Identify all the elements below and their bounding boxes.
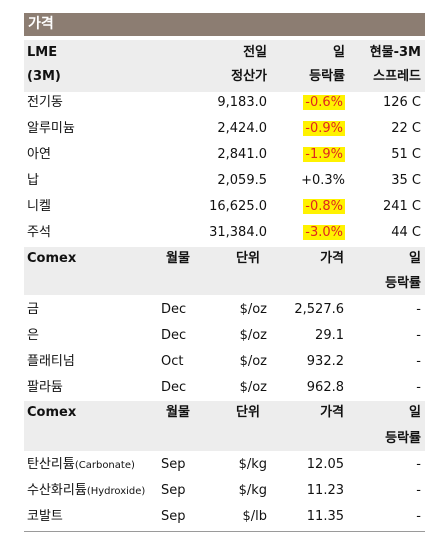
comex1-row-name-main: 팔라듐 (27, 380, 63, 395)
comex1-header-col4: 가격 (320, 251, 344, 266)
lme-header-col1-line2: (3M) (27, 69, 61, 84)
lme-header-col2-line2: 정산가 (231, 69, 267, 84)
lme-row-spread: 22 C (391, 121, 421, 136)
comex2-header-col2: 월물 (166, 405, 190, 420)
lme-row-name: 납 (27, 173, 39, 188)
lme-row-change-value: -1.9% (303, 147, 345, 162)
comex2-header-col3: 단위 (236, 405, 260, 420)
comex1-row-price: 2,527.6 (294, 302, 344, 317)
lme-row-change: -0.8% (303, 198, 345, 216)
lme-row-change: -0.9% (303, 120, 345, 138)
comex2-row-name-sub: (Hydroxide) (86, 486, 146, 497)
comex2-row-name-main: 탄산리튬 (27, 457, 75, 472)
comex2-header-col5-line1: 일 (409, 405, 421, 420)
comex1-header-col1: Comex (27, 251, 77, 266)
comex1-row-change: - (416, 354, 421, 369)
comex2-row-change: - (416, 457, 421, 472)
lme-row-change-value: -3.0% (303, 225, 345, 240)
comex1-row-name-main: 금 (27, 302, 39, 317)
lme-row-price: 2,424.0 (217, 121, 267, 136)
comex2-row-name-sub: (Carbonate) (74, 460, 135, 471)
table-bottom-border (24, 531, 425, 532)
lme-row-change: -0.6% (303, 94, 345, 112)
lme-row-price: 2,841.0 (217, 147, 267, 162)
lme-header-col3-line1: 일 (333, 45, 345, 60)
comex2-row-month: Sep (161, 457, 186, 472)
lme-row-price: 2,059.5 (217, 173, 267, 188)
lme-row-name: 전기동 (27, 95, 63, 110)
comex1-row-unit: $/oz (239, 302, 267, 317)
comex2-row-month: Sep (161, 483, 186, 498)
lme-row-price: 16,625.0 (209, 199, 267, 214)
comex2-row-price: 12.05 (306, 457, 344, 472)
comex2-row-month: Sep (161, 509, 186, 524)
comex1-header-col2: 월물 (166, 251, 190, 266)
comex1-row-name: 은 (27, 327, 39, 345)
lme-row-price: 31,384.0 (209, 225, 267, 240)
comex2-row-name: 코발트 (27, 508, 63, 526)
comex2-row-change: - (416, 509, 421, 524)
comex2-header-col5-line2: 등락률 (385, 431, 421, 446)
comex1-row-name-main: 은 (27, 328, 39, 343)
comex1-header-col5-line2: 등락률 (385, 276, 421, 291)
comex1-row-name: 플래티넘 (27, 353, 75, 371)
lme-row-name: 주석 (27, 225, 51, 240)
lme-header-col4-line1: 현물-3M (369, 45, 421, 60)
comex2-header-band (24, 401, 425, 451)
comex1-row-name: 금 (27, 301, 39, 319)
comex1-row-price: 962.8 (306, 380, 344, 395)
lme-row-name: 니켈 (27, 199, 51, 214)
comex1-row-month: Dec (161, 302, 187, 317)
comex1-row-unit: $/oz (239, 328, 267, 343)
comex2-row-unit: $/kg (238, 457, 267, 472)
lme-row-spread: 35 C (391, 173, 421, 188)
lme-row-spread: 241 C (382, 199, 421, 214)
lme-row-spread: 126 C (382, 95, 421, 110)
lme-row-name: 알루미늄 (27, 121, 75, 136)
lme-row-change-value: -0.9% (303, 121, 345, 136)
lme-header-col2-line1: 전일 (243, 45, 267, 60)
comex2-row-name: 수산화리튬(Hydroxide) (27, 482, 145, 501)
lme-header-band (24, 40, 425, 92)
comex1-header-col3: 단위 (236, 251, 260, 266)
lme-row-change-value: +0.3% (301, 173, 345, 188)
comex2-header-col1: Comex (27, 405, 77, 420)
lme-row-spread: 44 C (391, 225, 421, 240)
lme-row-change: -1.9% (303, 146, 345, 164)
comex2-row-price: 11.23 (306, 483, 344, 498)
lme-row-spread: 51 C (391, 147, 421, 162)
comex1-row-month: Dec (161, 380, 187, 395)
comex2-row-change: - (416, 483, 421, 498)
lme-row-change-value: -0.8% (303, 199, 345, 214)
comex2-header-col4: 가격 (320, 405, 344, 420)
lme-header-col1-line1: LME (27, 45, 58, 60)
comex1-row-month: Oct (161, 354, 184, 369)
lme-row-name: 아연 (27, 147, 51, 162)
comex1-row-price: 932.2 (306, 354, 344, 369)
lme-row-price: 9,183.0 (217, 95, 267, 110)
comex1-row-unit: $/oz (239, 354, 267, 369)
section-title: 가격 (24, 13, 425, 36)
comex2-row-unit: $/lb (242, 509, 267, 524)
lme-row-change: -3.0% (303, 224, 345, 242)
comex1-row-change: - (416, 328, 421, 343)
comex1-row-name-main: 플래티넘 (27, 354, 75, 369)
comex1-header-col5-line1: 일 (409, 251, 421, 266)
comex1-header-band (24, 247, 425, 295)
lme-row-change: +0.3% (301, 172, 345, 190)
comex2-row-name-main: 코발트 (27, 509, 63, 524)
comex1-row-price: 29.1 (315, 328, 344, 343)
comex1-row-change: - (416, 302, 421, 317)
lme-header-col4-line2: 스프레드 (373, 69, 421, 84)
comex1-row-unit: $/oz (239, 380, 267, 395)
comex1-row-change: - (416, 380, 421, 395)
comex2-row-name: 탄산리튬(Carbonate) (27, 456, 135, 475)
lme-header-col3-line2: 등락률 (309, 69, 345, 84)
comex1-row-name: 팔라듐 (27, 379, 63, 397)
comex2-row-unit: $/kg (238, 483, 267, 498)
comex2-row-name-main: 수산화리튬 (27, 483, 87, 498)
lme-row-change-value: -0.6% (303, 95, 345, 110)
comex2-row-price: 11.35 (306, 509, 344, 524)
comex1-row-month: Dec (161, 328, 187, 343)
